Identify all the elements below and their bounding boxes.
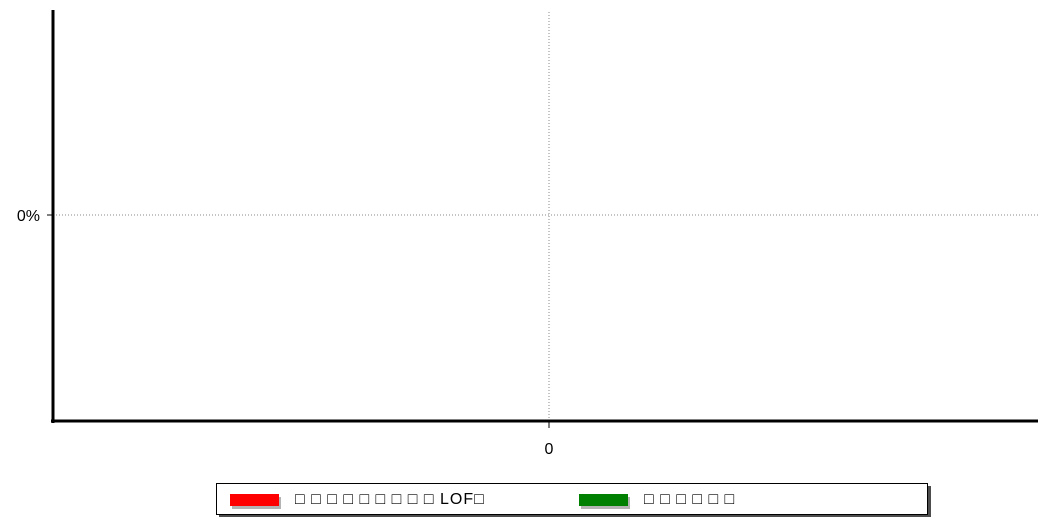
legend: □ □ □ □ □ □ □ □ □ LOF□ □ □ □ □ □ □ <box>216 483 928 515</box>
legend-label-series-2: □ □ □ □ □ □ <box>644 491 736 508</box>
y-tick-label: 0% <box>17 208 40 225</box>
legend-label-series-1: □ □ □ □ □ □ □ □ □ LOF□ <box>295 491 485 508</box>
legend-item-series-2: □ □ □ □ □ □ <box>579 490 735 510</box>
legend-swatch-series-1 <box>230 494 279 506</box>
legend-swatch-series-2 <box>579 494 628 506</box>
legend-item-series-1: □ □ □ □ □ □ □ □ □ LOF□ <box>230 490 485 510</box>
x-tick-label: 0 <box>545 441 554 458</box>
plot-svg: 0% 0 <box>17 10 1038 458</box>
